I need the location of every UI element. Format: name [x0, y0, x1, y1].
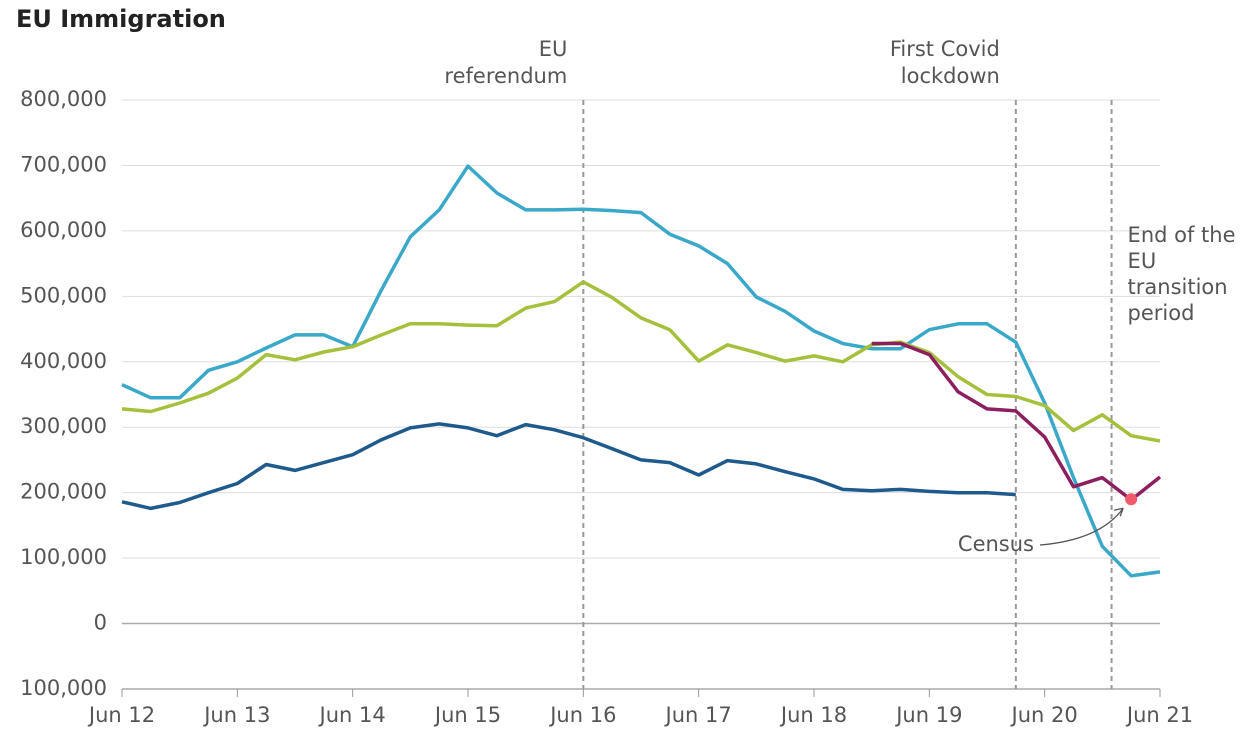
x-tick-label: Jun 18 [779, 703, 847, 727]
y-tick-label: 400,000 [20, 349, 107, 373]
series-line [871, 341, 1162, 502]
event-label: End of the [1128, 223, 1236, 247]
x-tick-label: Jun 13 [202, 703, 270, 727]
x-tick-label: Jun 17 [664, 703, 732, 727]
census-point [1125, 493, 1138, 506]
census-arrowhead [1114, 507, 1124, 517]
chart-title: EU Immigration [16, 5, 226, 33]
x-tick-label: Jun 14 [318, 703, 386, 727]
x-tick-label: Jun 21 [1125, 703, 1193, 727]
y-tick-label: 100,000 [20, 545, 107, 569]
census-arrow [1039, 507, 1124, 546]
event-label: transition [1128, 275, 1228, 299]
x-tick-label: Jun 15 [433, 703, 501, 727]
event-label: EU [539, 37, 568, 61]
y-tick-label: 700,000 [20, 152, 107, 176]
y-tick-label: 100,000 [20, 676, 107, 700]
event-label: EU [1128, 249, 1157, 273]
y-tick-label: 200,000 [20, 480, 107, 504]
x-tick-label: Jun 19 [894, 703, 962, 727]
event-label: First Covid [890, 37, 1000, 61]
x-tick-label: Jun 16 [548, 703, 616, 727]
y-tick-label: 600,000 [20, 218, 107, 242]
x-tick-label: Jun 12 [87, 703, 155, 727]
series-line [121, 280, 1161, 443]
event-label: referendum [444, 64, 567, 88]
y-tick-label: 500,000 [20, 283, 107, 307]
x-tick-label: Jun 20 [1010, 703, 1078, 727]
series-line [121, 164, 1161, 578]
y-tick-label: 300,000 [20, 414, 107, 438]
y-tick-label: 0 [94, 611, 107, 635]
census-label: Census [958, 532, 1034, 556]
event-label: period [1128, 301, 1195, 325]
event-label: lockdown [901, 64, 1000, 88]
series-line [121, 422, 1016, 511]
y-tick-label: 800,000 [20, 87, 107, 111]
